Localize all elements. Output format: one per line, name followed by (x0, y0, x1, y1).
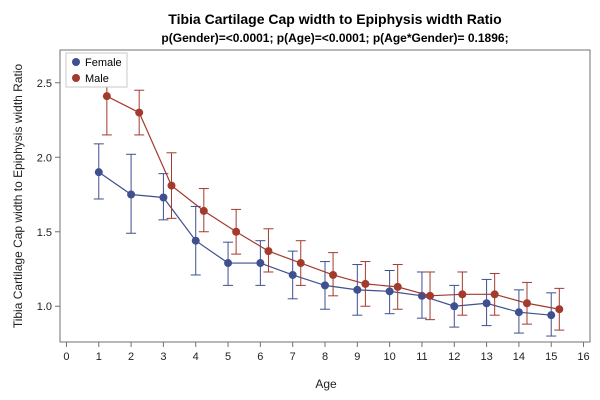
x-tick-label: 5 (225, 351, 231, 363)
legend-marker-female (72, 58, 80, 66)
x-tick-label: 16 (577, 351, 589, 363)
data-point-male (199, 206, 208, 215)
x-axis: 0 1 2 3 4 5 6 7 8 9 10 11 12 13 14 15 16 (63, 342, 590, 363)
legend: Female Male (65, 52, 128, 88)
data-point-male (296, 259, 305, 268)
x-axis-title: Age (315, 377, 337, 391)
chart-subtitle: p(Gender)=<0.0001; p(Age)=<0.0001; p(Age… (161, 31, 508, 45)
legend-label-female: Female (85, 57, 122, 69)
data-point-female (191, 236, 200, 245)
legend-marker-male (72, 74, 80, 82)
x-tick-label: 15 (545, 351, 557, 363)
data-point-male (490, 290, 499, 299)
y-tick-label: 2.0 (37, 152, 52, 164)
data-point-male (264, 247, 273, 256)
x-tick-label: 3 (160, 351, 166, 363)
x-tick-label: 8 (322, 351, 328, 363)
data-point-male (135, 108, 144, 117)
data-point-male (232, 227, 241, 236)
data-point-male (458, 290, 467, 299)
series-male (101, 56, 565, 331)
data-point-female (94, 168, 103, 177)
data-point-male (522, 299, 531, 308)
y-axis-title: Tibia Cartilage Cap width to Epiphysis w… (11, 64, 25, 329)
y-tick-label: 1.5 (37, 227, 52, 239)
data-point-male (393, 282, 402, 291)
data-point-male (329, 270, 338, 279)
chart-title: Tibia Cartilage Cap width to Epiphysis w… (168, 11, 501, 27)
data-point-female (385, 287, 394, 296)
data-point-female (321, 281, 329, 290)
x-tick-label: 10 (384, 351, 396, 363)
data-point-male (361, 279, 370, 288)
x-tick-label: 7 (290, 351, 296, 363)
data-point-male (555, 305, 564, 314)
data-point-male (426, 291, 435, 300)
data-point-female (159, 193, 168, 202)
x-tick-label: 11 (416, 351, 427, 363)
series-layer (93, 56, 565, 337)
x-tick-label: 12 (448, 351, 460, 363)
data-point-female (482, 299, 491, 308)
x-tick-label: 13 (480, 351, 492, 363)
x-tick-label: 0 (63, 351, 69, 363)
data-point-female (450, 302, 459, 311)
data-point-female (514, 308, 523, 317)
data-point-male (102, 92, 111, 101)
x-tick-label: 9 (354, 351, 360, 363)
series-female (93, 143, 557, 337)
data-point-female (547, 311, 556, 320)
legend-label-male: Male (85, 73, 109, 85)
y-tick-label: 1.0 (37, 301, 52, 313)
x-tick-label: 2 (128, 351, 134, 363)
x-tick-label: 14 (513, 351, 525, 363)
data-point-female (288, 270, 297, 279)
y-tick-label: 2.5 (37, 78, 52, 90)
y-axis: 1.0 1.5 2.0 2.5 (37, 78, 60, 313)
data-point-male (167, 181, 176, 190)
data-point-female (256, 259, 265, 268)
data-point-female (224, 259, 233, 268)
data-point-female (127, 190, 136, 199)
x-tick-label: 6 (257, 351, 263, 363)
x-tick-label: 4 (193, 351, 199, 363)
data-point-female (353, 285, 362, 294)
x-tick-label: 1 (96, 351, 102, 363)
